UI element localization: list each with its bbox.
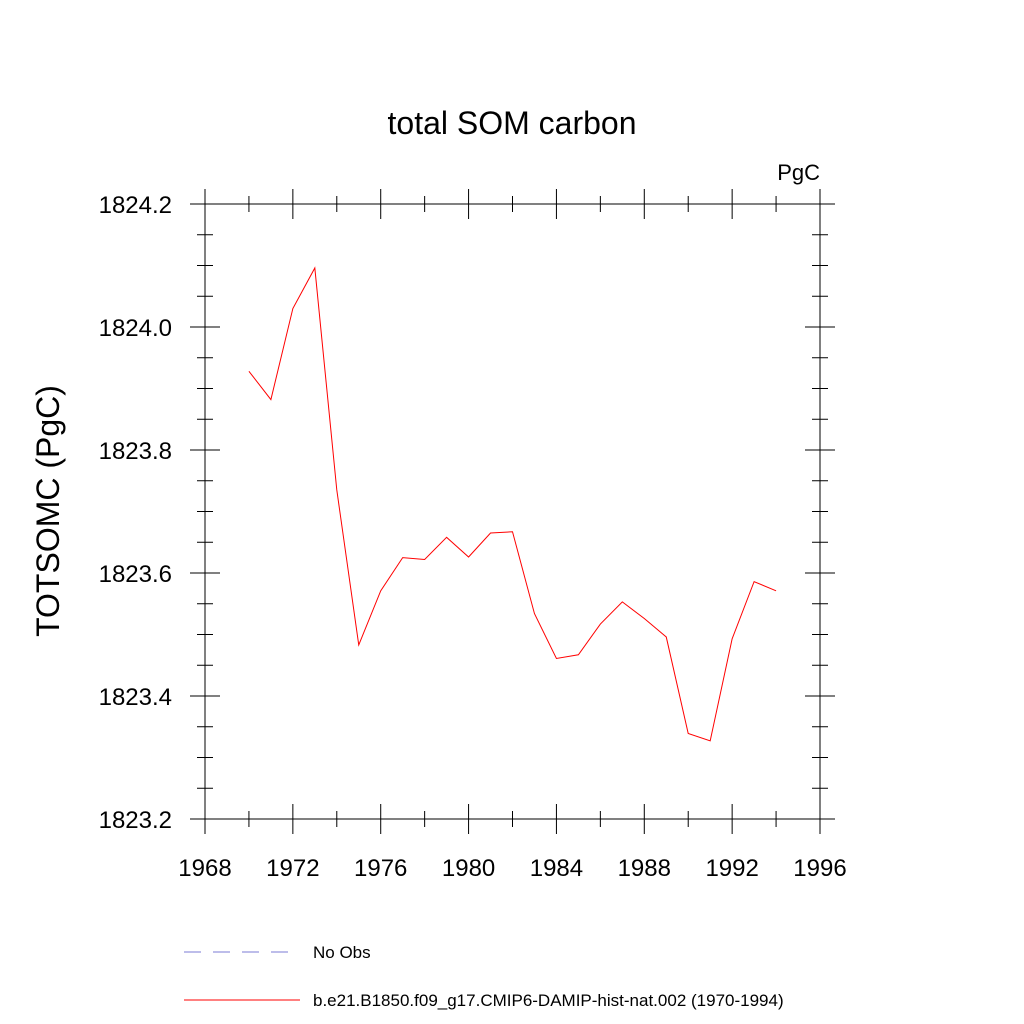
x-tick-label: 1988 [618, 855, 671, 882]
legend-label: b.e21.B1850.f09_g17.CMIP6-DAMIP-hist-nat… [313, 991, 784, 1010]
y-axis-label: TOTSOMC (PgC) [30, 385, 66, 637]
axis-tick-labels: 1968 1972 1976 1980 1984 1988 1992 1996 1823.2 18… [99, 192, 847, 882]
x-tick-label: 1980 [442, 855, 495, 882]
axis-ticks [190, 189, 835, 834]
plot-frame [204, 203, 821, 820]
series-line [248, 266, 777, 742]
y-tick-label: 1823.2 [99, 807, 172, 834]
y-tick-label: 1824.0 [99, 315, 172, 342]
legend: No Obs b.e21.B1850.f09_g17.CMIP6-DAMIP-hi… [184, 943, 784, 1010]
x-tick-label: 1976 [354, 855, 407, 882]
x-tick-label: 1972 [266, 855, 319, 882]
chart-title: total SOM carbon [388, 105, 637, 141]
x-tick-label: 1984 [530, 855, 583, 882]
y-tick-label: 1824.2 [99, 192, 172, 219]
x-tick-label: 1968 [178, 855, 231, 882]
legend-label: No Obs [313, 943, 371, 962]
units-label: PgC [777, 160, 820, 185]
x-tick-label: 1992 [705, 855, 758, 882]
y-tick-label: 1823.4 [99, 684, 172, 711]
y-tick-label: 1823.8 [99, 438, 172, 465]
y-tick-label: 1823.6 [99, 561, 172, 588]
x-tick-label: 1996 [793, 855, 846, 882]
data-series [248, 266, 777, 742]
